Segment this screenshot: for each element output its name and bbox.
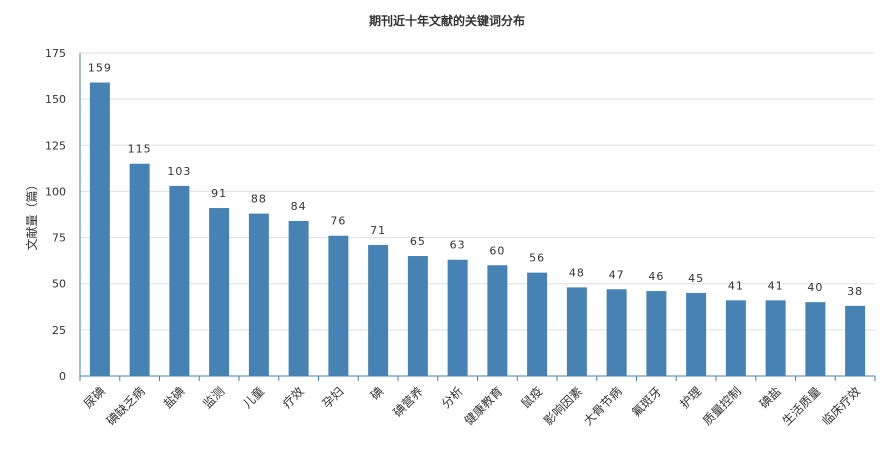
y-tick-label: 175 xyxy=(45,47,66,60)
data-label: 103 xyxy=(167,165,191,178)
y-tick-label: 100 xyxy=(45,185,66,198)
bar-氟斑牙 xyxy=(646,291,667,376)
data-label: 47 xyxy=(609,268,625,281)
chart-title: 期刊近十年文献的关键词分布 xyxy=(368,14,525,28)
bar-儿童 xyxy=(248,213,269,376)
data-label: 48 xyxy=(569,266,585,279)
bar-碘盐 xyxy=(765,300,786,376)
x-category-label: 质量控制 xyxy=(700,384,744,428)
axes xyxy=(79,53,876,381)
bar-影响因素 xyxy=(566,287,587,376)
x-category-label: 影响因素 xyxy=(540,384,585,429)
y-tick-label: 50 xyxy=(52,278,66,291)
x-category-label: 碘营养 xyxy=(390,384,426,420)
data-label: 65 xyxy=(410,235,426,248)
y-axis-title: 文献量（篇） xyxy=(24,178,39,250)
x-category-label: 健康教育 xyxy=(461,384,506,429)
bar-临床疗效 xyxy=(845,305,866,376)
data-label: 56 xyxy=(529,252,545,265)
x-category-label: 尿碘 xyxy=(81,384,108,411)
bar-碘缺乏病 xyxy=(129,163,150,376)
bar-碘营养 xyxy=(407,256,428,376)
bar-疗效 xyxy=(288,220,309,376)
data-label: 71 xyxy=(370,224,386,237)
data-label: 38 xyxy=(847,285,863,298)
bar-盐碘 xyxy=(169,185,190,376)
bar-鼠疫 xyxy=(527,272,548,376)
x-category-label: 盐碘 xyxy=(161,384,188,411)
y-tick-label: 75 xyxy=(52,232,66,245)
data-label: 41 xyxy=(768,279,784,292)
data-label: 41 xyxy=(728,279,744,292)
bar-尿碘 xyxy=(89,82,110,376)
y-tick-label: 25 xyxy=(52,324,66,337)
bar-质量控制 xyxy=(725,300,746,376)
data-label: 46 xyxy=(648,270,664,283)
x-category-label: 碘缺乏病 xyxy=(103,384,148,429)
x-category-label: 氟斑牙 xyxy=(629,384,664,419)
data-label: 60 xyxy=(489,244,505,257)
x-category-label: 碘 xyxy=(368,384,386,402)
x-category-label: 孕妇 xyxy=(320,384,347,411)
bar-大骨节病 xyxy=(606,289,627,376)
data-label: 91 xyxy=(211,187,227,200)
x-category-label: 鼠疫 xyxy=(518,384,546,412)
x-category-label: 儿童 xyxy=(239,384,267,412)
x-category-label: 护理 xyxy=(677,384,704,411)
bar-孕妇 xyxy=(328,235,349,376)
x-category-label: 生活质量 xyxy=(780,384,824,428)
y-tick-label: 0 xyxy=(59,370,66,383)
x-category-label: 分析 xyxy=(439,384,466,411)
data-label: 45 xyxy=(688,272,704,285)
x-category-label: 临床疗效 xyxy=(819,384,864,429)
data-label: 40 xyxy=(807,281,823,294)
data-label: 84 xyxy=(291,200,307,213)
data-label: 76 xyxy=(330,215,346,228)
x-category-label: 大骨节病 xyxy=(580,384,625,429)
data-label: 115 xyxy=(128,143,152,156)
data-label: 63 xyxy=(450,239,466,252)
x-category-label: 碘盐 xyxy=(757,384,784,411)
data-label: 159 xyxy=(88,62,112,75)
bar-护理 xyxy=(686,292,707,376)
y-tick-label: 150 xyxy=(45,93,66,106)
bar-分析 xyxy=(447,259,468,376)
gridlines xyxy=(80,52,875,331)
bar-监测 xyxy=(209,208,230,376)
bar-健康教育 xyxy=(487,265,508,376)
data-label: 88 xyxy=(251,193,267,206)
bar-碘 xyxy=(368,244,389,376)
y-tick-label: 125 xyxy=(45,139,66,152)
x-category-label: 疗效 xyxy=(279,384,307,412)
bars xyxy=(89,82,866,376)
x-category-label: 监测 xyxy=(200,384,227,411)
bar-生活质量 xyxy=(805,302,826,376)
